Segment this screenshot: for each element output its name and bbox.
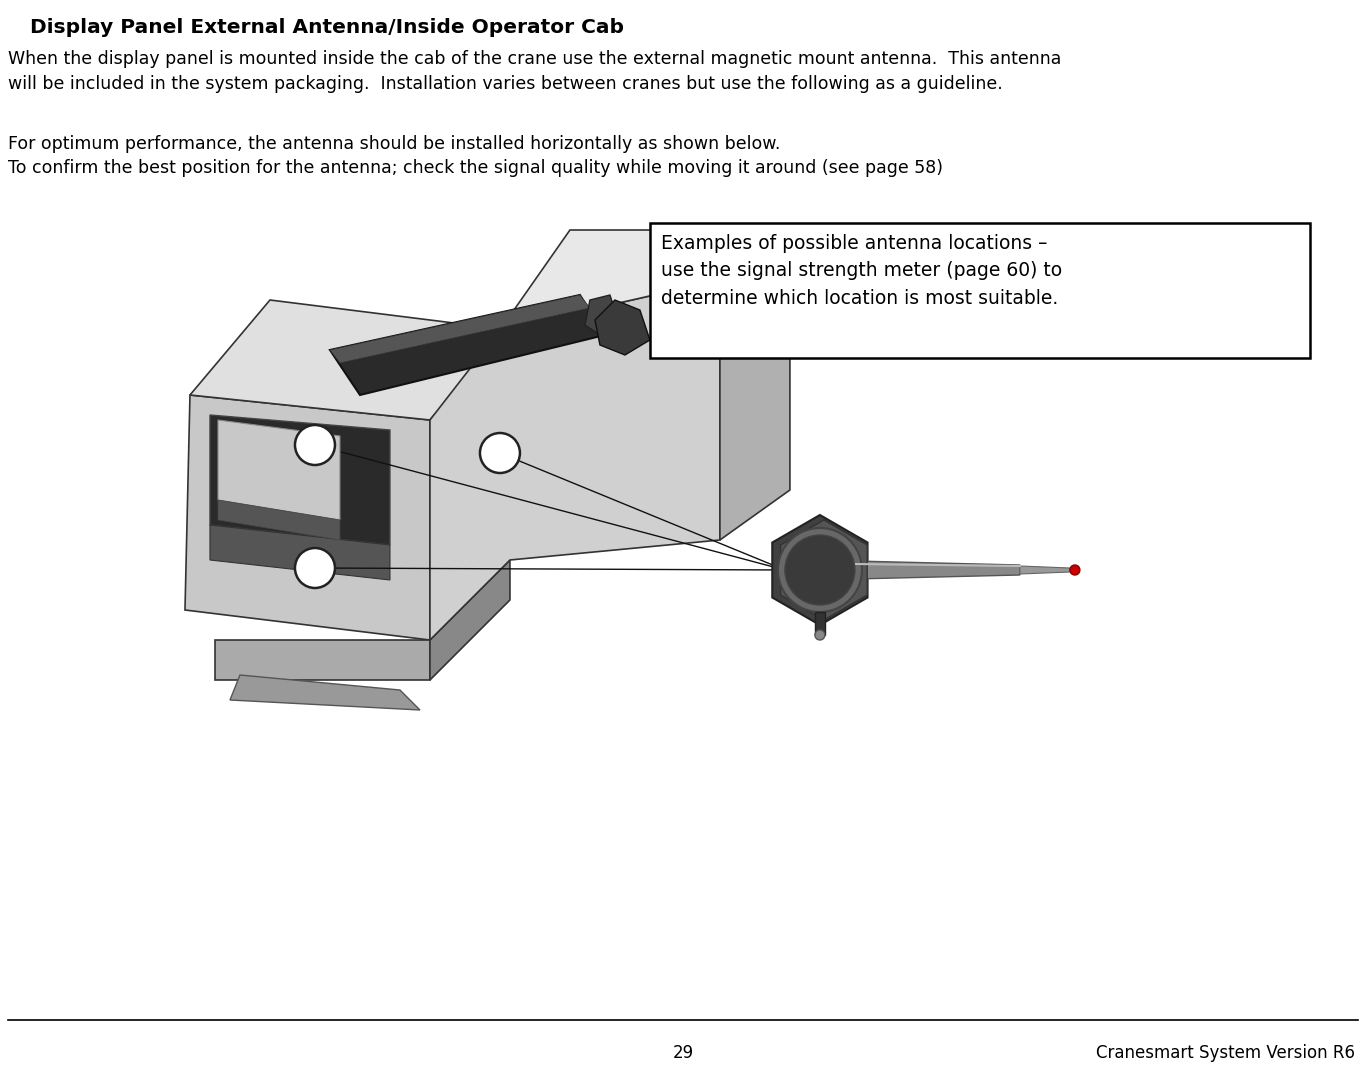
Circle shape [785, 535, 854, 605]
Circle shape [778, 528, 863, 612]
Polygon shape [500, 230, 790, 330]
Polygon shape [595, 300, 649, 355]
Polygon shape [431, 560, 510, 679]
Text: Cranesmart System Version R6: Cranesmart System Version R6 [1096, 1044, 1355, 1063]
Polygon shape [700, 230, 800, 265]
Polygon shape [217, 420, 340, 520]
Polygon shape [781, 520, 867, 620]
Polygon shape [211, 525, 390, 580]
Circle shape [480, 433, 519, 473]
Polygon shape [790, 230, 800, 260]
Polygon shape [190, 300, 510, 420]
Polygon shape [217, 500, 340, 540]
Polygon shape [215, 639, 431, 679]
Text: Examples of possible antenna locations –
use the signal strength meter (page 60): Examples of possible antenna locations –… [660, 234, 1062, 307]
Text: 29: 29 [673, 1044, 693, 1063]
Text: For optimum performance, the antenna should be installed horizontally as shown b: For optimum performance, the antenna sho… [8, 135, 943, 177]
Polygon shape [585, 295, 619, 335]
Circle shape [1070, 565, 1080, 575]
Circle shape [295, 425, 335, 465]
Polygon shape [720, 230, 790, 540]
Polygon shape [230, 675, 420, 710]
Circle shape [295, 547, 335, 588]
Polygon shape [815, 612, 824, 635]
Text: Display Panel External Antenna/Inside Operator Cab: Display Panel External Antenna/Inside Op… [30, 18, 623, 37]
Polygon shape [1020, 566, 1070, 573]
Polygon shape [329, 295, 606, 395]
Polygon shape [772, 515, 868, 625]
Polygon shape [185, 395, 431, 639]
Polygon shape [211, 415, 390, 545]
Polygon shape [329, 295, 591, 362]
Polygon shape [854, 560, 1020, 579]
Polygon shape [431, 280, 720, 639]
Circle shape [815, 630, 824, 639]
Text: When the display panel is mounted inside the cab of the crane use the external m: When the display panel is mounted inside… [8, 50, 1061, 93]
Polygon shape [431, 330, 510, 639]
Bar [649, 223, 1310, 358]
